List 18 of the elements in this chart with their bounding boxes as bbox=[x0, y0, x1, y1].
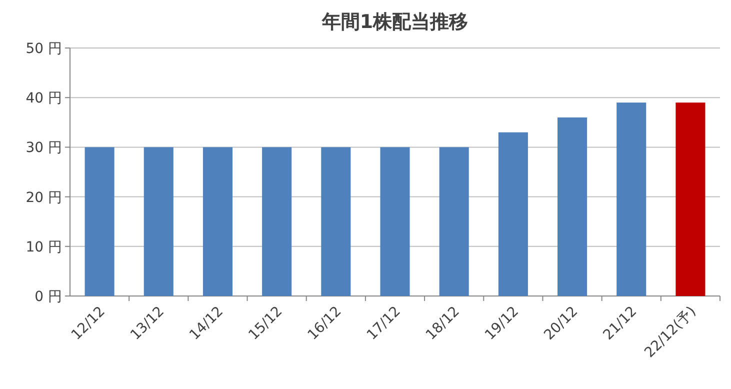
bar bbox=[262, 147, 292, 296]
bar bbox=[439, 147, 469, 296]
bar bbox=[202, 147, 232, 296]
bar bbox=[144, 147, 174, 296]
bar bbox=[498, 132, 528, 296]
bar bbox=[616, 102, 646, 296]
bar bbox=[84, 147, 114, 296]
y-tick-label: 10 円 bbox=[26, 239, 62, 256]
bar bbox=[676, 102, 706, 296]
y-tick-label: 30 円 bbox=[26, 140, 62, 156]
y-tick-label: 40 円 bbox=[26, 90, 62, 107]
bar bbox=[380, 147, 410, 296]
y-tick-label: 20 円 bbox=[26, 190, 62, 206]
bar bbox=[558, 117, 588, 296]
y-tick-label: 50 円 bbox=[26, 41, 62, 57]
y-tick-label: 0 円 bbox=[34, 289, 62, 305]
chart-title: 年間1株配当推移 bbox=[320, 11, 468, 33]
bar bbox=[321, 147, 351, 296]
